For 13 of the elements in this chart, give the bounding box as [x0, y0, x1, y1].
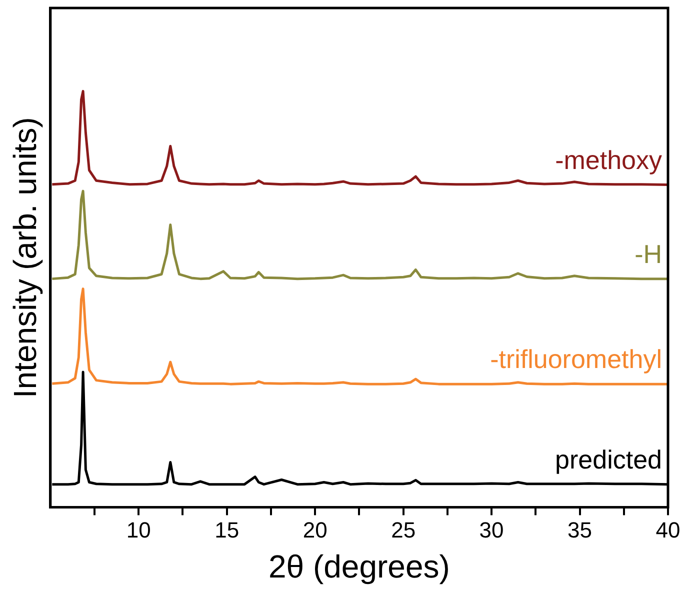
y-axis-title: Intensity (arb. units) — [7, 117, 44, 398]
x-tick-label: 15 — [214, 517, 240, 542]
series-label: -methoxy — [555, 144, 662, 175]
series-label: -H — [634, 238, 662, 269]
x-tick-label: 20 — [302, 517, 328, 542]
x-axis-title: 2θ (degrees) — [268, 548, 450, 585]
x-tick-label: 30 — [479, 517, 504, 542]
x-tick-label: 10 — [126, 517, 151, 542]
series-label: -trifluoromethyl — [490, 344, 662, 374]
series-label: predicted — [555, 444, 662, 474]
x-tick-label: 35 — [568, 517, 592, 542]
x-tick-label: 25 — [391, 517, 416, 542]
x-tick-label: 40 — [656, 517, 680, 542]
